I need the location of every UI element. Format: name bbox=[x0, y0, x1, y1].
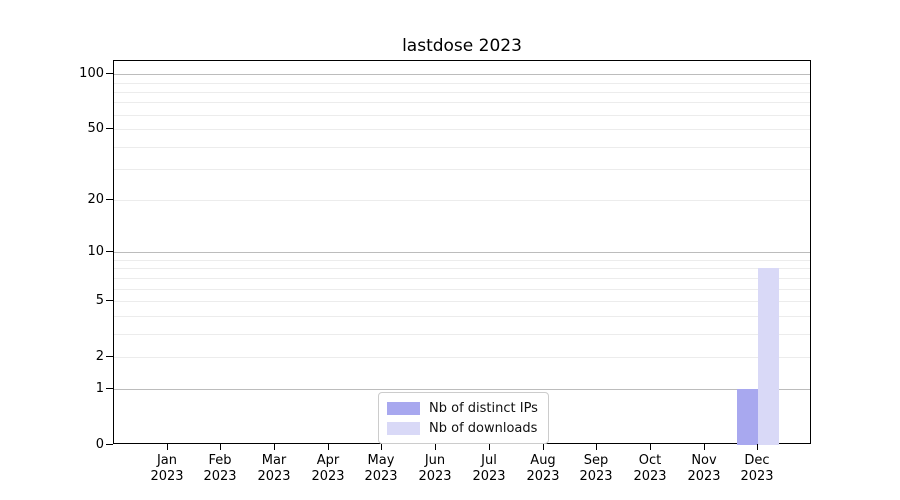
y-axis-tick-mark bbox=[106, 73, 113, 74]
gridline-major bbox=[114, 389, 810, 390]
x-axis-tick-label: Oct 2023 bbox=[633, 453, 667, 484]
y-axis-tick-mark bbox=[106, 251, 113, 252]
gridline-major bbox=[114, 74, 810, 75]
y-axis-tick-label: 2 bbox=[95, 349, 104, 364]
gridline-minor bbox=[114, 301, 810, 302]
gridline-minor bbox=[114, 268, 810, 269]
y-axis-tick-mark bbox=[106, 388, 113, 389]
x-axis-tick-mark bbox=[543, 444, 544, 450]
gridline-minor bbox=[114, 289, 810, 290]
gridline-minor bbox=[114, 357, 810, 358]
gridline-minor bbox=[114, 260, 810, 261]
x-axis-tick-mark bbox=[167, 444, 168, 450]
y-axis-tick-label: 20 bbox=[87, 192, 104, 207]
bar-dec-nb-of-downloads bbox=[758, 268, 779, 445]
plot-area bbox=[113, 60, 811, 445]
x-axis-tick-mark bbox=[381, 444, 382, 450]
y-axis-tick-label: 0 bbox=[95, 437, 104, 452]
bar-dec-nb-of-distinct-ips bbox=[737, 389, 758, 445]
x-axis-tick-mark bbox=[489, 444, 490, 450]
x-axis-tick-label: Mar 2023 bbox=[257, 453, 291, 484]
x-axis-tick-label: Dec 2023 bbox=[740, 453, 774, 484]
x-axis-tick-mark bbox=[274, 444, 275, 450]
legend-swatch-downloads bbox=[387, 421, 420, 435]
gridline-minor bbox=[114, 316, 810, 317]
y-axis-tick-mark bbox=[106, 128, 113, 129]
x-axis-tick-mark bbox=[435, 444, 436, 450]
y-axis-tick-mark bbox=[106, 444, 113, 445]
y-axis-tick-mark bbox=[106, 300, 113, 301]
gridline-minor bbox=[114, 83, 810, 84]
chart-title: lastdose 2023 bbox=[402, 36, 522, 56]
gridline-minor bbox=[114, 169, 810, 170]
x-axis-tick-label: Aug 2023 bbox=[526, 453, 560, 484]
y-axis-tick-label: 10 bbox=[87, 244, 104, 259]
gridline-minor bbox=[114, 147, 810, 148]
legend-label-distinct-ips: Nb of distinct IPs bbox=[429, 400, 538, 416]
gridline-minor bbox=[114, 200, 810, 201]
x-axis-tick-mark bbox=[650, 444, 651, 450]
y-axis-tick-label: 5 bbox=[95, 293, 104, 308]
legend-item-distinct-ips: Nb of distinct IPs bbox=[387, 398, 538, 418]
x-axis-tick-mark bbox=[757, 444, 758, 450]
x-axis-tick-label: Feb 2023 bbox=[203, 453, 237, 484]
y-axis-tick-label: 1 bbox=[95, 381, 104, 396]
legend: Nb of distinct IPs Nb of downloads bbox=[378, 392, 549, 444]
gridline-minor bbox=[114, 334, 810, 335]
y-axis-tick-mark bbox=[106, 199, 113, 200]
y-axis-tick-label: 100 bbox=[79, 66, 104, 81]
legend-label-downloads: Nb of downloads bbox=[429, 420, 538, 436]
gridline-minor bbox=[114, 129, 810, 130]
x-axis-tick-label: Jan 2023 bbox=[150, 453, 184, 484]
gridline-major bbox=[114, 252, 810, 253]
x-axis-tick-mark bbox=[328, 444, 329, 450]
x-axis-tick-label: May 2023 bbox=[364, 453, 398, 484]
y-axis-tick-mark bbox=[106, 356, 113, 357]
x-axis-tick-label: Apr 2023 bbox=[311, 453, 345, 484]
x-axis-tick-label: Jun 2023 bbox=[418, 453, 452, 484]
gridline-minor bbox=[114, 102, 810, 103]
y-axis: 0 1 2 5 10 20 50 100 bbox=[0, 60, 104, 452]
x-axis-tick-mark bbox=[596, 444, 597, 450]
gridline-minor bbox=[114, 92, 810, 93]
x-axis-tick-label: Sep 2023 bbox=[579, 453, 613, 484]
legend-swatch-distinct-ips bbox=[387, 401, 420, 415]
x-axis-tick-label: Jul 2023 bbox=[472, 453, 506, 484]
x-axis-tick-mark bbox=[704, 444, 705, 450]
gridline-minor bbox=[114, 278, 810, 279]
y-axis-tick-label: 50 bbox=[87, 121, 104, 136]
x-axis-tick-label: Nov 2023 bbox=[687, 453, 721, 484]
legend-item-downloads: Nb of downloads bbox=[387, 418, 538, 438]
x-axis-tick-mark bbox=[220, 444, 221, 450]
gridline-minor bbox=[114, 115, 810, 116]
